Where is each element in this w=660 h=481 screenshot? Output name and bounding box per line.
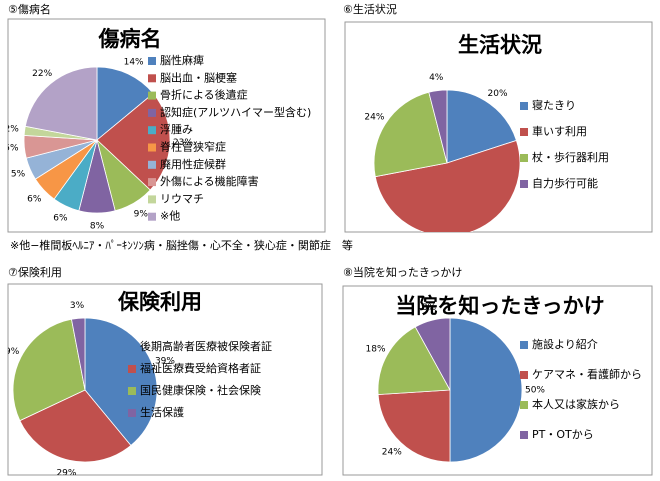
data-label: 24% (382, 447, 402, 457)
legend-swatch (148, 108, 156, 117)
legend-swatch (520, 341, 528, 349)
legend-swatch (520, 102, 528, 110)
data-label: 22% (32, 69, 52, 79)
data-label: 24% (364, 112, 384, 122)
data-label: 2% (5, 125, 20, 135)
data-label: 23% (173, 138, 193, 148)
legend-swatch (520, 128, 528, 136)
data-label: 50% (525, 386, 545, 396)
chart-title: 傷病名 (98, 27, 162, 51)
pie-slice (449, 317, 523, 463)
data-label: 6% (27, 194, 42, 204)
legend-label: 生活保護 (140, 405, 184, 419)
legend-swatch (520, 154, 528, 162)
legend-label: 外傷による機能障害 (160, 174, 259, 188)
pie-slice (377, 389, 451, 463)
legend-label: 本人又は家族から (532, 397, 620, 411)
legend-swatch (148, 126, 156, 135)
legend-swatch (148, 91, 156, 100)
chart-title: 保険利用 (117, 290, 202, 314)
legend-label: PT・OTから (532, 428, 594, 441)
legend-label: リウマチ (160, 192, 204, 205)
data-label: 20% (488, 89, 508, 99)
legend-swatch (128, 409, 136, 417)
legend-label: ※他 (160, 210, 180, 223)
legend-swatch (148, 195, 156, 204)
note: ※他−椎間板ﾍﾙﾆｱ・ﾊﾟｰｷﾝｿﾝ病・脳挫傷・心不全・狭心症・関節症 等 (10, 238, 353, 252)
legend-label: 骨折による後遺症 (160, 88, 248, 102)
legend-label: 脳出血・脳梗塞 (160, 70, 237, 84)
legend-swatch (148, 178, 156, 187)
legend-swatch (520, 431, 528, 439)
data-label: 14% (124, 58, 144, 68)
data-label: 5% (4, 144, 19, 154)
pie-slice (373, 91, 448, 178)
legend-label: 後期高齢者医療被保険者証 (140, 339, 272, 353)
chart: 保険利用 39% 後期高齢者医療被保険者証 29% 福祉医療費受給資格者証 29% 国民健康… (0, 290, 272, 478)
pie-slice (71, 317, 86, 391)
pie-slice (414, 317, 451, 391)
legend-label: ケアマネ・看護師から (532, 367, 642, 381)
legend-label: 車いす利用 (532, 124, 587, 138)
data-label: 6% (53, 213, 68, 223)
data-label: 39% (155, 357, 175, 367)
pie-slice (446, 89, 517, 164)
legend-label: 脳性麻痺 (160, 53, 204, 67)
legend-label: 廃用性症候群 (160, 157, 226, 171)
section-heading: ⑧当院を知ったきっかけ (343, 265, 462, 279)
data-label: 52% (458, 242, 478, 252)
chart-title: 当院を知ったきっかけ (395, 294, 604, 318)
legend-swatch (128, 387, 136, 395)
data-label: 4% (429, 73, 444, 83)
chart: 傷病名 14% 脳性麻痺 23% 脳出血・脳梗塞 9% 骨折による後遺症 8% 認知症(アルツハ… (4, 27, 311, 232)
section-heading: ⑥生活状況 (343, 2, 397, 16)
legend-label: 施設より紹介 (532, 337, 598, 351)
legend-label: 福祉医療費受給資格者証 (140, 361, 261, 375)
legend-label: 浮腫み (160, 122, 193, 136)
pie-slice (24, 66, 98, 141)
pie-slice (428, 89, 448, 164)
data-label: 9% (134, 210, 149, 220)
legend-swatch (520, 401, 528, 409)
data-label: 8% (422, 303, 437, 313)
data-label: 3% (70, 301, 85, 311)
pie-slice (12, 318, 86, 422)
legend-swatch (128, 343, 136, 351)
legend-swatch (148, 143, 156, 152)
data-label: 29% (0, 347, 20, 357)
legend-label: 寝たきり (532, 98, 576, 112)
pie-slice (84, 317, 158, 447)
pie-slice (377, 326, 451, 395)
data-label: 5% (11, 170, 26, 180)
data-label: 18% (366, 345, 386, 355)
legend-swatch (148, 212, 156, 221)
chart: 生活状況 20% 寝たきり 52% 車いす利用 24% 杖・歩行器利用 4% 自力歩行可能 (364, 33, 609, 252)
chart-title: 生活状況 (458, 33, 542, 57)
legend-swatch (520, 180, 528, 188)
section-heading: ⑦保険利用 (8, 265, 62, 279)
legend-swatch (128, 365, 136, 373)
legend-label: 認知症(アルツハイマー型含む) (160, 105, 311, 119)
legend-swatch (148, 160, 156, 169)
legend-label: 脊柱管狭窄症 (160, 140, 226, 154)
data-label: 8% (90, 222, 105, 232)
chart: 当院を知ったきっかけ 50% 施設より紹介 24% ケアマネ・看護師から 18% 本人又は家… (366, 294, 642, 463)
legend-swatch (520, 371, 528, 379)
pie-slice (374, 139, 521, 232)
legend-swatch (148, 74, 156, 83)
legend-label: 国民健康保険・社会保険 (140, 383, 261, 397)
data-label: 29% (56, 468, 76, 478)
section-heading: ⑤傷病名 (8, 2, 51, 16)
legend-label: 杖・歩行器利用 (532, 150, 609, 164)
legend-label: 自力歩行可能 (532, 176, 598, 190)
legend-swatch (148, 57, 156, 65)
